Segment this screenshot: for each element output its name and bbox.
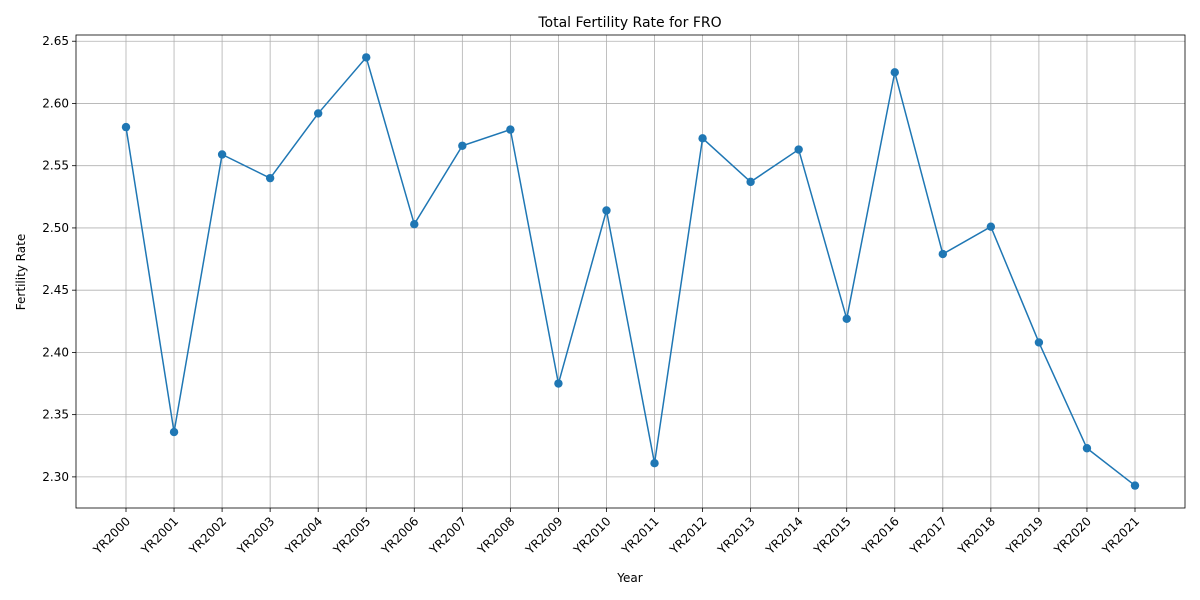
y-tick-label: 2.40 [42, 345, 69, 359]
x-tick-label: YR2010 [570, 514, 613, 557]
data-point [169, 427, 179, 437]
x-tick-label: YR2019 [1003, 514, 1046, 557]
x-axis-label: Year [616, 571, 642, 585]
data-point [458, 141, 467, 150]
x-tick-label: YR2020 [1051, 514, 1094, 557]
series-line [125, 55, 1136, 487]
data-point [794, 145, 803, 154]
series-group [121, 53, 1140, 490]
x-tick-label: YR2004 [282, 514, 325, 557]
y-tick-label: 2.35 [42, 408, 69, 422]
y-tick-label: 2.60 [42, 96, 69, 110]
y-tick-label: 2.65 [42, 34, 69, 48]
data-point [362, 53, 371, 62]
chart-title: Total Fertility Rate for FRO [537, 15, 721, 31]
x-tick-label: YR2002 [186, 514, 229, 557]
x-tick-label: YR2007 [426, 514, 469, 557]
y-tick-label: 2.45 [42, 283, 69, 297]
grid-lines [76, 35, 1185, 508]
data-point [650, 458, 659, 468]
y-tick-label: 2.55 [42, 159, 69, 173]
x-tick-label: YR2008 [474, 514, 517, 557]
data-point [217, 150, 227, 159]
x-tick-label: YR2015 [811, 514, 854, 557]
plot-frame [75, 34, 1186, 509]
data-point [842, 314, 851, 323]
data-point [746, 177, 755, 187]
data-point [602, 206, 611, 215]
x-tick-label: YR2009 [522, 514, 565, 557]
data-point [698, 134, 707, 143]
y-axis-ticks: 2.30 2.35 2.40 2.45 2.50 2.55 2.60 2.65 [42, 34, 76, 484]
x-tick-label: YR2003 [234, 514, 277, 557]
data-point [1034, 338, 1044, 347]
data-point [554, 379, 563, 388]
data-point [410, 220, 419, 229]
data-point [938, 249, 948, 259]
data-point [890, 68, 899, 77]
data-point [1130, 481, 1140, 490]
x-tick-label: YR2012 [666, 514, 709, 557]
x-tick-label: YR2017 [907, 514, 950, 557]
x-tick-label: YR2001 [138, 514, 181, 557]
x-tick-label: YR2013 [714, 514, 757, 557]
x-axis-ticks: YR2000 YR2001 YR2002 YR2003 YR2004 YR2005 YR20… [90, 508, 1142, 558]
x-tick-label: YR2011 [618, 514, 661, 557]
data-point [986, 222, 996, 231]
x-tick-label: YR2000 [90, 514, 133, 557]
data-point [506, 125, 515, 134]
x-tick-label: YR2021 [1099, 514, 1142, 557]
data-point [265, 173, 275, 183]
y-tick-label: 2.30 [42, 470, 69, 484]
y-axis-label: Fertility Rate [14, 234, 28, 310]
data-point [121, 122, 131, 132]
x-tick-label: YR2018 [955, 514, 998, 557]
x-tick-label: YR2014 [762, 514, 805, 557]
x-tick-label: YR2016 [859, 514, 902, 557]
data-point [1082, 444, 1092, 453]
x-tick-label: YR2006 [378, 514, 421, 557]
y-tick-label: 2.50 [42, 221, 69, 235]
data-point [313, 109, 323, 118]
x-tick-label: YR2005 [330, 514, 373, 557]
